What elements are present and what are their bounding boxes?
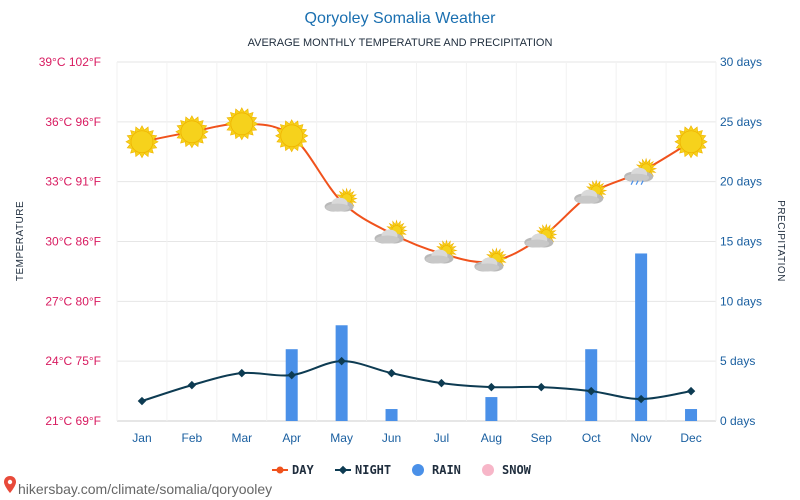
y-left-tick-label: 36°C 96°F [45, 115, 101, 129]
rain-bars [285, 253, 698, 421]
legend-marker [412, 464, 424, 476]
y-right-tick-label: 30 days [720, 55, 762, 69]
footer-link[interactable]: hikersbay.com/climate/somalia/qoryooley [4, 476, 272, 497]
y-left-tick-label: 39°C 102°F [39, 55, 101, 69]
night-point [586, 386, 596, 396]
x-tick-label: Jan [132, 431, 151, 445]
partly-cloudy-icon [574, 179, 608, 204]
partly-cloudy-icon [424, 239, 458, 264]
sun-icon [125, 125, 159, 159]
y-right-tick-label: 15 days [720, 235, 762, 249]
x-tick-label: May [330, 431, 353, 445]
y-right-tick-label: 0 days [720, 414, 755, 428]
x-tick-label: Jun [382, 431, 401, 445]
night-point [187, 380, 197, 390]
x-tick-label: Feb [182, 431, 203, 445]
legend-label: NIGHT [355, 463, 391, 477]
night-point [237, 368, 247, 378]
rain-bar [685, 409, 698, 421]
legend[interactable]: DAY NIGHT RAIN SNOW [272, 463, 532, 477]
chart-title: Qoryoley Somalia Weather [305, 10, 497, 27]
x-tick-label: Apr [282, 431, 301, 445]
x-tick-label: Nov [630, 431, 651, 445]
location-pin-icon [4, 476, 16, 493]
sun-icon [225, 107, 259, 141]
night-point [636, 394, 646, 404]
partly-cloudy-icon [324, 187, 358, 212]
y-axis-left-ticks: 21°C 69°F 24°C 75°F 27°C 80°F 30°C 86°F 33°C… [39, 55, 101, 428]
y-left-tick-label: 30°C 86°F [45, 235, 101, 249]
legend-marker [482, 464, 494, 476]
night-point [537, 382, 546, 392]
partly-cloudy-icon [524, 223, 558, 248]
rain-bar [385, 409, 398, 421]
x-tick-label: Jul [434, 431, 449, 445]
weather-icons [125, 107, 708, 272]
legend-label: SNOW [502, 463, 532, 477]
y-left-tick-label: 21°C 69°F [45, 414, 101, 428]
y-right-tick-label: 10 days [720, 294, 762, 308]
legend-label: RAIN [432, 463, 461, 477]
y-axis-right-title: PRECIPITATION [775, 200, 786, 282]
legend-item-rain[interactable]: RAIN [412, 463, 461, 477]
rain-bar [635, 253, 648, 421]
night-point [487, 382, 496, 392]
y-axis-right-ticks: 0 days 5 days 10 days 15 days 20 days 25 days… [720, 55, 762, 428]
y-left-tick-label: 33°C 91°F [45, 175, 101, 189]
sun-icon [275, 119, 309, 153]
legend-item-snow[interactable]: SNOW [482, 463, 532, 477]
sun-icon [674, 125, 708, 159]
x-tick-label: Aug [481, 431, 502, 445]
y-right-tick-label: 5 days [720, 354, 755, 368]
legend-item-night[interactable]: NIGHT [335, 463, 391, 477]
grid-lines [116, 61, 717, 422]
night-point [137, 396, 147, 406]
sun-icon [175, 115, 209, 149]
x-tick-label: Oct [582, 431, 601, 445]
y-left-tick-label: 24°C 75°F [45, 354, 101, 368]
night-point [686, 386, 696, 396]
x-tick-label: Mar [231, 431, 252, 445]
y-axis-left-title: TEMPERATURE [15, 201, 26, 281]
x-tick-label: Dec [680, 431, 701, 445]
partly-cloudy-icon [374, 219, 408, 244]
rain-bar [485, 397, 498, 421]
chart-subtitle: AVERAGE MONTHLY TEMPERATURE AND PRECIPIT… [248, 37, 553, 49]
rain-bar [285, 349, 298, 421]
y-left-tick-label: 27°C 80°F [45, 294, 101, 308]
rain-bar [585, 349, 598, 421]
x-axis-ticks: Jan Feb Mar Apr May Jun Jul Aug Sep Oct Nov Dec [132, 431, 701, 445]
night-point [387, 368, 396, 378]
x-tick-label: Sep [531, 431, 553, 445]
footer-url: hikersbay.com/climate/somalia/qoryooley [18, 481, 272, 497]
y-right-tick-label: 20 days [720, 175, 762, 189]
partly-cloudy-icon [474, 247, 508, 272]
rain-bar [335, 325, 348, 421]
y-right-tick-label: 25 days [720, 115, 762, 129]
legend-item-day[interactable]: DAY [272, 463, 314, 477]
night-point [337, 356, 346, 366]
night-point [437, 378, 446, 388]
legend-label: DAY [292, 463, 314, 477]
night-point [287, 370, 296, 380]
legend-marker [338, 465, 348, 475]
night-temperature-line [141, 360, 692, 403]
rain-cloud-icon [624, 157, 658, 185]
legend-marker [276, 466, 284, 474]
